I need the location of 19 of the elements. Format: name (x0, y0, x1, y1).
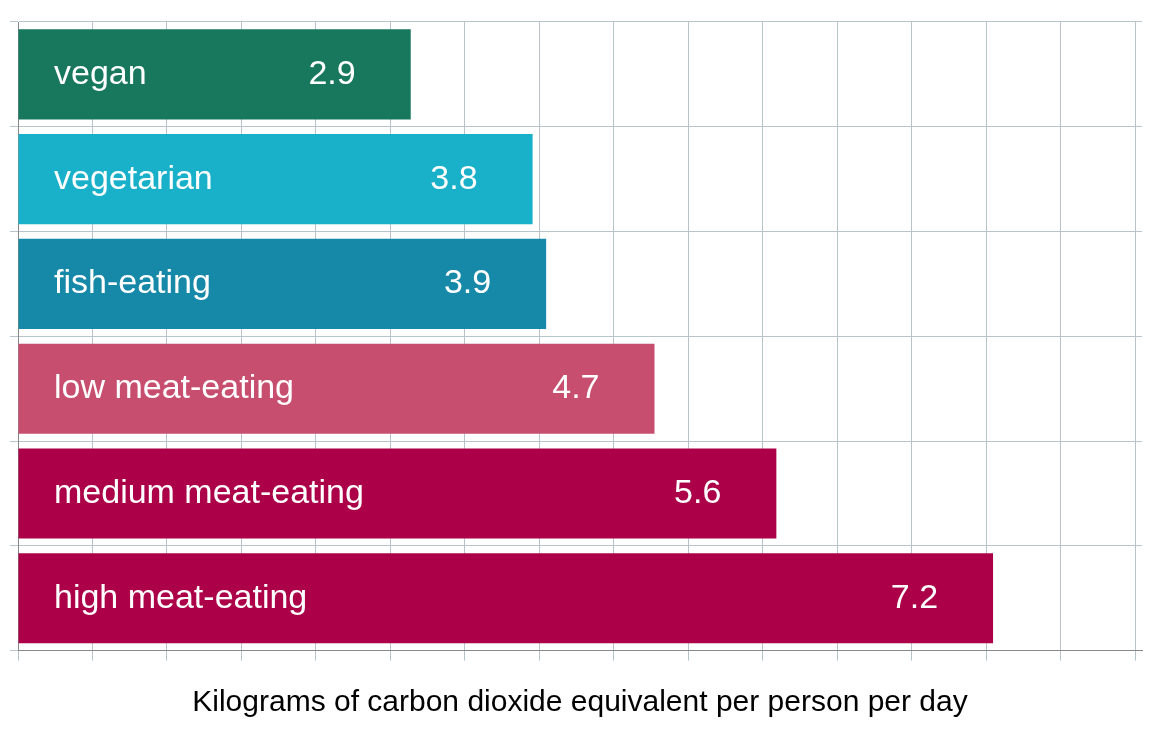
data-label: 2.9 (308, 52, 356, 91)
bar (18, 343, 655, 434)
bar (18, 134, 533, 225)
data-label: 5.6 (674, 471, 722, 510)
y-tick-label: low meat-eating (54, 367, 295, 406)
x-axis-title: Kilograms of carbon dioxide equivalent per person per day (192, 684, 968, 718)
data-label: 7.2 (890, 576, 939, 615)
bar (18, 448, 777, 539)
data-label: 3.9 (443, 262, 492, 301)
y-tick-label: high meat-eating (54, 576, 308, 615)
y-tick-label: medium meat-eating (54, 471, 364, 510)
bar (18, 553, 994, 644)
data-label: 4.7 (552, 367, 600, 406)
bar (18, 29, 411, 120)
y-tick-label: vegetarian (54, 157, 213, 196)
y-tick-label: fish-eating (54, 262, 211, 301)
y-tick-label: vegan (54, 52, 147, 91)
data-label: 3.8 (430, 157, 478, 196)
bar (18, 238, 547, 329)
